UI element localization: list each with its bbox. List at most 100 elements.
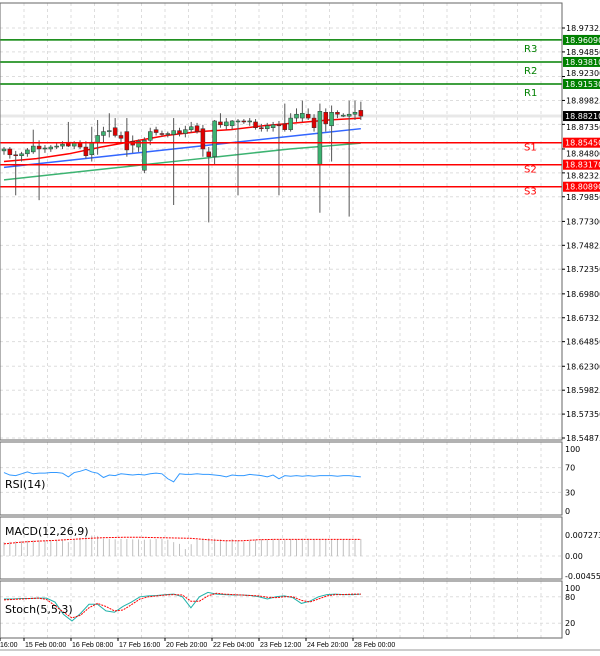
candle-body [13,154,18,157]
stoch-main-line [4,591,361,622]
candle-body [124,131,130,151]
candle-body [200,128,206,150]
candle-body [107,130,112,132]
candle-body [54,145,59,148]
candle-body [241,120,247,123]
x-tick-label: 16:00 [0,642,18,649]
y-tick-label: 0.00 [565,552,583,561]
level-price-tag [563,181,600,192]
macd-title: MACD(12,26,9) [5,525,89,538]
candle-body [206,151,211,157]
candle-body [165,133,171,135]
y-tick-label: 70 [565,464,575,473]
x-tick-label: 17 Feb 16:00 [119,642,160,649]
candle-body [305,113,311,119]
candle-body [177,130,182,134]
y-tick-label: -0.004557 [565,572,600,581]
y-tick-label: 18.84800 [566,150,600,159]
candle-body [265,125,270,129]
candle-body [142,140,147,171]
y-tick-label: 18.69800 [566,290,600,299]
y-tick-label: 18.97325 [566,24,600,33]
candle-body [311,117,317,128]
candle-body [282,123,288,130]
panel-frame [0,580,563,639]
y-tick-label: 18.54875 [566,434,600,443]
candle-body [183,129,188,134]
candle-body [288,117,293,130]
candle-body [171,130,176,135]
candle-body [335,112,340,115]
candle-body [60,143,65,147]
candle-body [346,113,352,117]
level-label: R3 [524,44,537,55]
candle-body [253,121,258,128]
candle-body [95,135,100,143]
level-price-tag [563,159,600,170]
y-tick-label: 18.79850 [566,193,600,202]
candle-body [317,111,323,165]
y-tick-label: 18.89825 [566,96,600,105]
level-price: 18.93810 [565,58,600,67]
candle-body [136,140,141,148]
y-tick-label: 20 [565,619,575,628]
candle-body [31,145,36,153]
candle-body [247,120,252,123]
x-tick-label: 24 Feb 20:00 [307,642,348,649]
level-label: R2 [524,66,537,77]
candle-body [229,120,235,127]
panel-frame [0,516,563,580]
stoch-title: Stoch(5,5,3) [5,603,73,616]
level-price-tag [563,56,600,67]
candle-body [118,135,124,139]
y-tick-label: 18.72350 [566,265,600,274]
candle-body [329,112,334,127]
candle-body [218,121,223,126]
level-price-tag [563,137,600,148]
x-tick-label: 28 Feb 00:00 [354,642,395,649]
candle-body [276,124,282,127]
level-price-tag [563,78,600,89]
level-price: 18.80890 [565,183,600,192]
candle-body [7,148,13,156]
candle-body [224,121,229,127]
moving-average-line [3,117,361,163]
y-tick-label: 100 [565,445,580,454]
y-tick-label: 18.64850 [566,338,600,347]
candle-body [259,127,264,129]
x-tick-label: 15 Feb 00:00 [25,642,66,649]
candle-body [112,127,118,136]
y-tick-label: 0.007273 [565,531,600,540]
y-tick-label: 18.59825 [566,386,600,395]
y-tick-label: 80 [565,593,575,602]
candle-body [19,153,24,156]
moving-average-line [3,127,361,169]
candle-body [194,125,200,132]
current-price: 18.88210 [565,112,600,121]
candle-body [188,126,194,130]
stoch-signal-line [3,592,361,619]
candle-body [358,110,364,117]
level-price: 18.83170 [565,161,600,170]
candle-body [1,148,7,152]
candle-body [235,120,241,123]
y-tick-label: 18.82325 [566,172,600,181]
candle-body [101,131,106,136]
level-label: S2 [524,165,537,176]
candle-body [153,129,159,133]
y-tick-label: 18.57350 [566,410,600,419]
candle-body [352,112,358,115]
candle-body [36,145,42,150]
level-label: R1 [524,88,537,99]
x-tick-label: 22 Feb 04:00 [213,642,254,649]
current-price-tag [563,111,600,122]
y-tick-label: 18.87350 [566,123,600,132]
candle-body [294,113,299,119]
moving-average-line [3,142,361,181]
level-price: 18.91530 [565,80,600,89]
candle-body [48,146,54,150]
y-tick-label: 18.62300 [566,362,600,371]
level-price: 18.85450 [565,139,600,148]
level-price-tag [563,34,600,45]
